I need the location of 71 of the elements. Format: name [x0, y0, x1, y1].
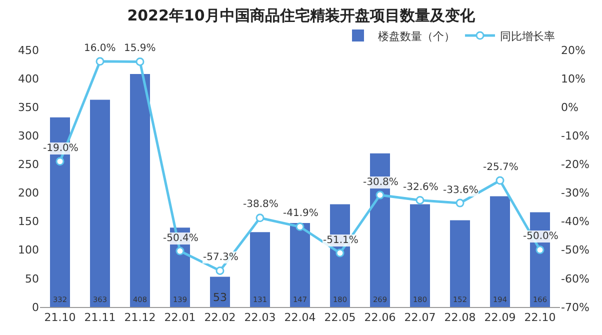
- data-label: -19.0%: [43, 143, 78, 154]
- point: [376, 190, 384, 200]
- x-tick-label: 22.07: [404, 311, 436, 324]
- point: [216, 266, 224, 275]
- y2-tick-label: 0%: [561, 100, 578, 114]
- y2-tick-label: -60%: [561, 272, 590, 286]
- point: [96, 57, 104, 66]
- data-label: -33.6%: [443, 185, 478, 196]
- point: [296, 222, 304, 232]
- data-label: -25.7%: [483, 162, 518, 173]
- x-tick-label: 22.09: [484, 311, 516, 324]
- data-label: -57.3%: [203, 252, 238, 263]
- data-label: -38.8%: [243, 199, 278, 210]
- y2-tick-label: -20%: [561, 158, 590, 172]
- bar: [130, 74, 150, 307]
- bar: [410, 204, 430, 307]
- y-tick-label: 100: [18, 244, 39, 257]
- y2-tick-label: -40%: [561, 215, 590, 228]
- y-tick-label: 0: [32, 300, 39, 314]
- x-tick-label: 22.03: [244, 311, 276, 324]
- y2-tick-label: 10%: [561, 72, 586, 86]
- point: [56, 157, 64, 166]
- x-tick-label: 22.02: [204, 311, 236, 324]
- x-tick-label: 22.05: [324, 311, 356, 324]
- y-tick-label: 200: [18, 186, 39, 200]
- point: [176, 246, 184, 256]
- data-label: -51.1%: [323, 235, 358, 246]
- y-tick-label: 250: [18, 158, 39, 172]
- data-label: 53: [213, 291, 227, 304]
- x-tick-label: 22.06: [364, 311, 396, 324]
- x-tick-label: 22.04: [284, 311, 316, 324]
- x-tick-label: 22.10: [524, 311, 556, 324]
- point: [456, 198, 464, 208]
- bar: [490, 196, 510, 307]
- legend-label: 楼盘数量（个）: [378, 30, 455, 43]
- point: [496, 176, 504, 185]
- bar: [450, 220, 470, 307]
- y-tick-label: 400: [18, 72, 39, 86]
- data-label: -50.4%: [163, 233, 198, 244]
- point: [136, 57, 144, 66]
- data-label: -32.6%: [403, 182, 438, 193]
- y2-tick-label: -30%: [561, 186, 590, 200]
- x-tick-label: 22.08: [444, 311, 476, 324]
- data-label: -41.9%: [283, 208, 318, 219]
- point: [536, 246, 544, 254]
- point: [256, 214, 264, 222]
- y2-tick-label: -10%: [561, 130, 590, 143]
- bar: [210, 276, 230, 307]
- data-label: -30.8%: [363, 177, 398, 188]
- y-tick-label: 300: [18, 130, 39, 143]
- bar: [290, 223, 310, 307]
- bar: [90, 100, 110, 307]
- y-tick-label: 50: [25, 272, 39, 286]
- data-label: 16.0%: [84, 43, 116, 54]
- y2-tick-label: -50%: [561, 244, 590, 257]
- point: [416, 196, 424, 204]
- x-tick-label: 21.10: [44, 311, 76, 324]
- data-label: -50.0%: [523, 231, 558, 242]
- y-tick-label: 150: [18, 215, 39, 228]
- point: [336, 248, 344, 258]
- bar: [250, 232, 270, 307]
- legend-label: 同比增长率: [500, 30, 555, 43]
- y2-tick-label: 20%: [561, 44, 586, 57]
- x-tick-label: 22.01: [164, 311, 196, 324]
- y-tick-label: 450: [18, 44, 39, 57]
- y2-tick-label: -70%: [561, 300, 590, 314]
- y-tick-label: 350: [18, 100, 39, 114]
- x-tick-label: 21.11: [84, 311, 116, 324]
- chart-title: 2022年10月中国商品住宅精装开盘项目数量及变化: [127, 6, 476, 25]
- x-tick-label: 21.12: [124, 311, 156, 324]
- data-label: 15.9%: [124, 43, 156, 54]
